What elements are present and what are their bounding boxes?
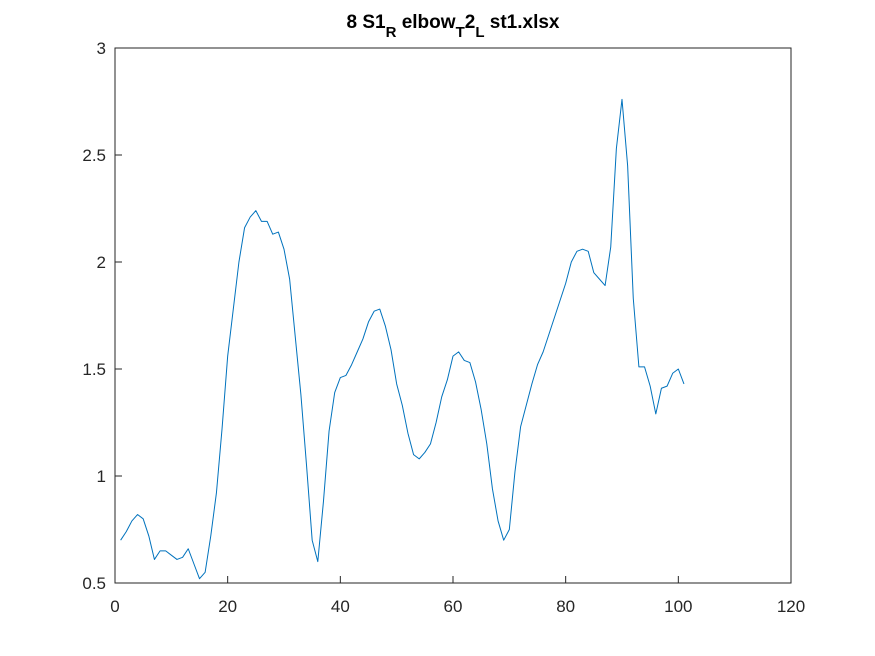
y-tick-label: 2: [97, 253, 106, 272]
y-tick-label: 0.5: [82, 574, 106, 593]
x-tick-label: 0: [110, 597, 119, 616]
title-part: L: [475, 24, 484, 41]
y-tick-label: 1.5: [82, 360, 106, 379]
y-tick-label: 2.5: [82, 146, 106, 165]
title-part: st1.xlsx: [484, 12, 559, 33]
data-line: [120, 98, 685, 580]
y-tick-label: 3: [97, 39, 106, 58]
x-tick-label: 100: [664, 597, 692, 616]
chart-title: 8 S1R elbowT2L st1.xlsx: [347, 12, 560, 41]
x-tick-label: 120: [777, 597, 805, 616]
title-part: 8 S1: [347, 12, 387, 33]
title-part: elbow: [396, 12, 455, 33]
title-part: R: [386, 24, 397, 41]
title-part: T: [456, 24, 465, 41]
axes-box: [114, 47, 792, 584]
x-tick-label: 20: [218, 597, 237, 616]
x-tick-label: 60: [444, 597, 463, 616]
x-tick-label: 80: [556, 597, 575, 616]
title-part: 2: [465, 12, 476, 33]
x-tick-label: 40: [331, 597, 350, 616]
y-tick-label: 1: [97, 467, 106, 486]
